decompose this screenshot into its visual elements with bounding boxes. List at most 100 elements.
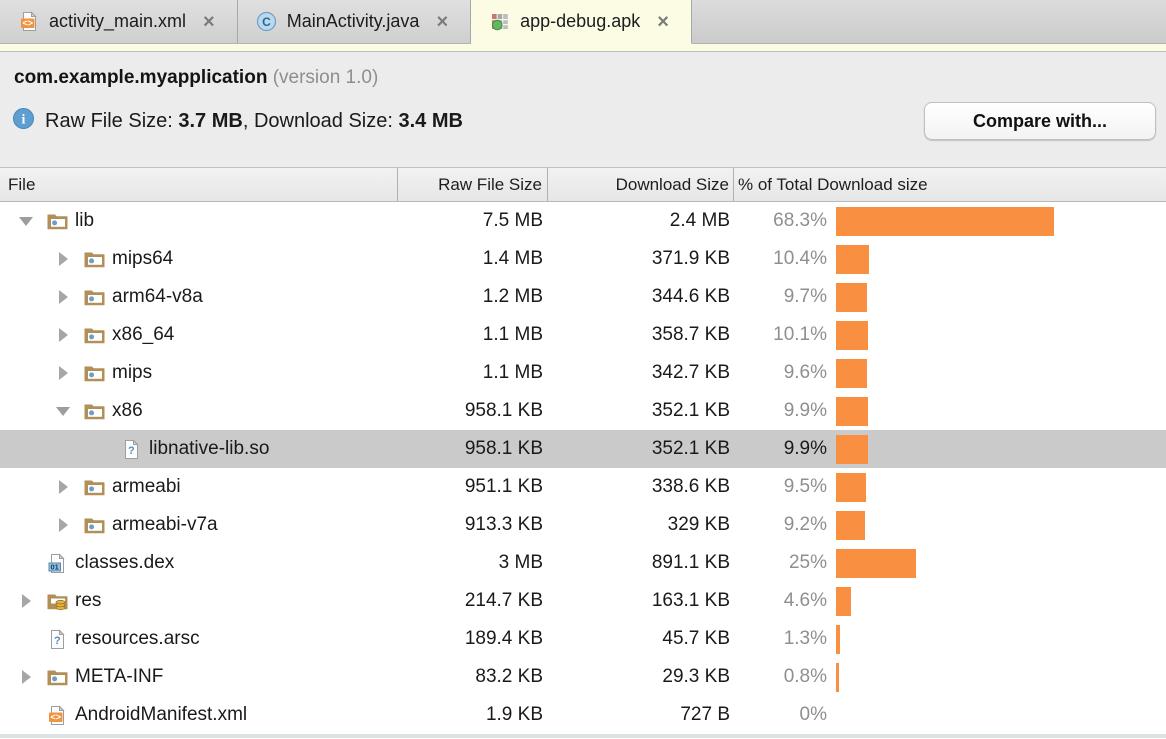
file-cell: armeabi-v7a [0,514,398,536]
table-row-resources-arsc[interactable]: ? resources.arsc 189.4 KB 45.7 KB 1.3% [0,620,1166,658]
folder-icon [81,478,107,497]
file-name: mips [112,362,153,383]
file-name: classes.dex [75,552,175,573]
expander-icon[interactable] [45,518,81,532]
pct-bar-cell [827,320,1166,350]
pct-bar-cell [827,472,1166,502]
folder-icon [81,288,107,307]
apk-icon [489,11,511,32]
table-row-libnative-lib-so[interactable]: ? libnative-lib.so 958.1 KB 352.1 KB 9.9… [0,430,1166,468]
file-name: lib [75,210,95,231]
column-header-file[interactable]: File [0,168,398,201]
file-cell: ? libnative-lib.so [0,438,398,460]
expander-icon[interactable] [45,252,81,266]
table-row-classes-dex[interactable]: 01 classes.dex 3 MB 891.1 KB 25% [0,544,1166,582]
size-summary-text: Raw File Size: 3.7 MB, Download Size: 3.… [45,109,463,132]
expander-icon[interactable] [45,290,81,304]
pct-of-total: 9.6% [783,362,827,383]
folder-icon [81,402,107,421]
raw-file-size: 189.4 KB [464,628,543,649]
column-header-download-size[interactable]: Download Size [548,168,734,201]
expander-icon[interactable] [45,407,81,416]
pct-of-total: 10.1% [773,324,827,345]
expander-icon[interactable] [8,670,44,684]
table-row-mips[interactable]: mips 1.1 MB 342.7 KB 9.6% [0,354,1166,392]
file-cell: mips64 [0,248,398,270]
expander-icon[interactable] [8,594,44,608]
tab-close-icon[interactable]: × [657,10,669,33]
table-row-x86-64[interactable]: x86_64 1.1 MB 358.7 KB 10.1% [0,316,1166,354]
download-size: 45.7 KB [662,628,730,649]
tab-app-debug-apk[interactable]: app-debug.apk × [471,0,692,44]
file-name: AndroidManifest.xml [75,704,248,725]
file-cell: res [0,590,398,612]
column-header-pct-of-total[interactable]: % of Total Download size [738,174,928,194]
pct-bar-cell [827,624,1166,654]
download-size: 727 B [680,704,730,725]
info-icon: i [12,107,35,136]
folder-icon [81,250,107,269]
expander-icon[interactable] [45,328,81,342]
raw-file-size: 1.1 MB [482,324,543,345]
file-name: x86_64 [112,324,175,345]
pct-bar [836,244,869,274]
download-size: 352.1 KB [651,400,730,421]
tab-close-icon[interactable]: × [203,10,215,33]
tab-mainactivity-java[interactable]: C MainActivity.java × [237,0,472,43]
raw-file-size: 214.7 KB [464,590,543,611]
file-cell: x86 [0,400,398,422]
tab-close-icon[interactable]: × [436,10,449,33]
file-cell: armeabi [0,476,398,498]
xml-file-icon: <> [44,704,70,726]
expander-icon[interactable] [8,217,44,226]
size-info-row: i Raw File Size: 3.7 MB, Download Size: … [0,91,1166,167]
table-row-lib[interactable]: lib 7.5 MB 2.4 MB 68.3% [0,202,1166,240]
editor-tab-bar: <> activity_main.xml × C MainActivity.ja… [0,0,1166,44]
table-row-androidmanifest-xml[interactable]: <> AndroidManifest.xml 1.9 KB 727 B 0% [0,696,1166,734]
table-row-meta-inf[interactable]: META-INF 83.2 KB 29.3 KB 0.8% [0,658,1166,696]
pct-bar [836,282,867,312]
unknown-file-icon: ? [44,628,70,650]
column-header-raw-file-size[interactable]: Raw File Size [398,168,548,201]
table-row-x86[interactable]: x86 958.1 KB 352.1 KB 9.9% [0,392,1166,430]
tab-activity-main-xml[interactable]: <> activity_main.xml × [0,0,238,43]
table-row-mips64[interactable]: mips64 1.4 MB 371.9 KB 10.4% [0,240,1166,278]
file-cell: x86_64 [0,324,398,346]
raw-file-size: 7.5 MB [482,210,543,231]
pct-of-total: 9.7% [783,286,827,307]
svg-text:?: ? [54,635,61,647]
pct-bar [836,510,865,540]
pct-of-total: 0.8% [783,666,827,687]
pct-bar [836,548,916,578]
pct-bar-cell [827,358,1166,388]
folder-icon [81,326,107,345]
table-row-arm64-v8a[interactable]: arm64-v8a 1.2 MB 344.6 KB 9.7% [0,278,1166,316]
raw-size-value: 3.7 MB [178,109,243,132]
pct-bar-cell [827,586,1166,616]
file-name: resources.arsc [75,628,200,649]
pct-bar [836,586,851,616]
apk-file-table: lib 7.5 MB 2.4 MB 68.3% mips64 1.4 MB 37… [0,202,1166,734]
pct-bar-cell [827,434,1166,464]
svg-text:C: C [262,15,271,29]
pct-of-total: 25% [788,552,827,573]
svg-text:?: ? [128,445,135,457]
compare-with-button[interactable]: Compare with... [924,102,1156,140]
table-row-armeabi[interactable]: armeabi 951.1 KB 338.6 KB 9.5% [0,468,1166,506]
raw-file-size: 958.1 KB [464,438,543,459]
raw-file-size: 951.1 KB [464,476,543,497]
expander-icon[interactable] [45,480,81,494]
pct-of-total: 9.9% [783,438,827,459]
raw-file-size: 1.4 MB [482,248,543,269]
pct-bar-cell [827,548,1166,578]
table-row-res[interactable]: res 214.7 KB 163.1 KB 4.6% [0,582,1166,620]
pct-of-total: 9.9% [783,400,827,421]
file-name: mips64 [112,248,174,269]
unknown-file-icon: ? [118,438,144,460]
pct-bar [836,320,868,350]
pct-bar [836,434,868,464]
folder-icon [44,212,70,231]
expander-icon[interactable] [45,366,81,380]
raw-file-size: 3 MB [498,552,543,573]
table-row-armeabi-v7a[interactable]: armeabi-v7a 913.3 KB 329 KB 9.2% [0,506,1166,544]
